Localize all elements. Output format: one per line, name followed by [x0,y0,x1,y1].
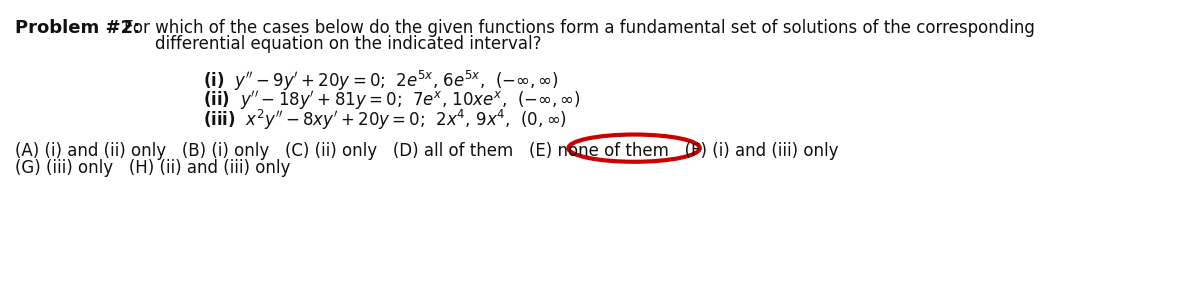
Text: $\mathbf{(iii)}$  $x^2y'' - 8xy' + 20y = 0$;  $2x^4$, $9x^4$,  $(0, \infty)$: $\mathbf{(iii)}$ $x^2y'' - 8xy' + 20y = … [203,108,566,132]
Text: differential equation on the indicated interval?: differential equation on the indicated i… [155,35,541,53]
Text: (G) (iii) only   (H) (ii) and (iii) only: (G) (iii) only (H) (ii) and (iii) only [16,159,290,177]
Text: For which of the cases below do the given functions form a fundamental set of so: For which of the cases below do the give… [125,19,1036,37]
Text: Problem #2:: Problem #2: [16,19,140,37]
Text: $\mathbf{(ii)}$  $y'' - 18y' + 81y = 0$;  $7e^{x}$, $10xe^{x}$,  $(-\infty, \inf: $\mathbf{(ii)}$ $y'' - 18y' + 81y = 0$; … [203,89,581,112]
Text: $\mathbf{(i)}$  $y'' - 9y' + 20y = 0$;  $2e^{5x}$, $6e^{5x}$,  $(-\infty, \infty: $\mathbf{(i)}$ $y'' - 9y' + 20y = 0$; $2… [203,69,559,93]
Text: (A) (i) and (ii) only   (B) (i) only   (C) (ii) only   (D) all of them   (E) non: (A) (i) and (ii) only (B) (i) only (C) (… [16,142,839,160]
